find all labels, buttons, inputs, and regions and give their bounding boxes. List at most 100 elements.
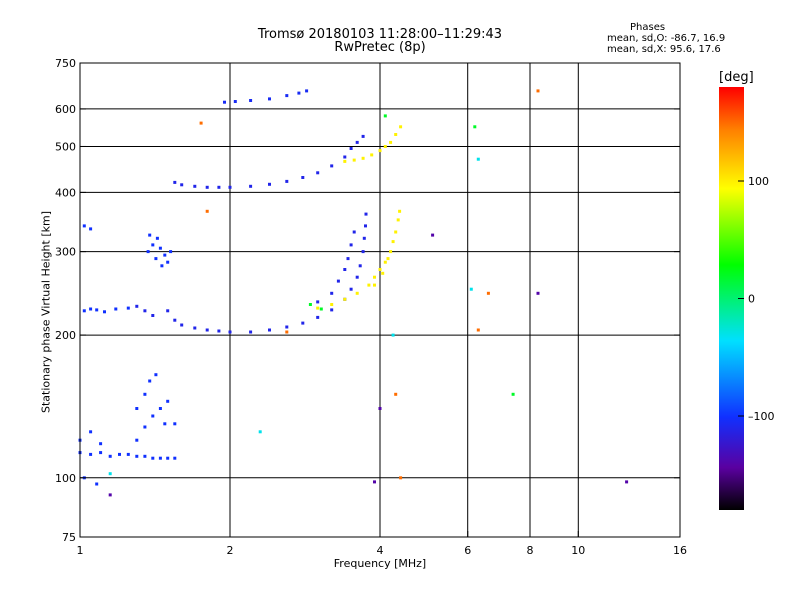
data-point <box>285 330 289 334</box>
data-point <box>135 454 139 458</box>
data-point <box>364 224 367 228</box>
data-point <box>343 155 347 159</box>
data-point <box>135 407 139 410</box>
data-point <box>233 100 237 103</box>
data-point <box>486 291 490 295</box>
data-point <box>166 456 170 460</box>
y-tick-label: 300 <box>55 246 76 259</box>
x-tick-label: 2 <box>227 544 234 557</box>
phase-stats-o-mode: mean, sd,O: -86.7, 16.9 <box>607 33 726 44</box>
data-point <box>143 425 147 429</box>
y-tick-label: 600 <box>55 103 76 116</box>
data-point <box>536 291 540 295</box>
data-point <box>625 480 629 484</box>
data-point <box>476 157 480 161</box>
data-point <box>394 392 398 396</box>
data-point <box>386 257 390 261</box>
data-point <box>135 304 139 308</box>
data-point <box>308 303 312 306</box>
phase-stats-title: Phases <box>630 22 666 33</box>
data-point <box>158 456 162 460</box>
data-point <box>89 452 93 456</box>
data-point <box>148 233 152 237</box>
data-point <box>173 456 177 460</box>
data-point <box>173 318 177 322</box>
data-point <box>399 476 403 480</box>
y-axis-label: Stationary phase Virtual Height [km] <box>39 210 53 414</box>
data-point <box>285 179 289 183</box>
data-point <box>108 454 112 458</box>
data-point <box>346 257 350 261</box>
data-point <box>297 91 301 95</box>
data-point <box>355 140 359 144</box>
colorbar-ticks: 100 0 –100 <box>738 175 775 423</box>
data-point <box>158 407 162 410</box>
x-tick-label: 8 <box>527 544 534 557</box>
data-point <box>355 275 359 279</box>
data-point <box>108 472 112 476</box>
data-point <box>228 185 232 189</box>
colorbar-tick-label: 0 <box>748 293 755 306</box>
data-point <box>330 303 334 306</box>
data-point <box>163 253 167 257</box>
data-point <box>146 250 150 254</box>
data-point <box>476 328 480 332</box>
data-point <box>173 422 177 426</box>
data-point <box>166 260 170 264</box>
data-point <box>316 315 320 319</box>
data-point <box>343 297 347 301</box>
data-point <box>151 314 155 317</box>
colorbar-unit-label: [deg] <box>719 70 754 85</box>
data-point <box>399 125 403 129</box>
data-point <box>217 329 221 333</box>
data-point <box>383 114 387 118</box>
data-point <box>378 149 382 153</box>
data-point <box>143 454 147 458</box>
data-point <box>319 307 323 311</box>
data-point <box>180 323 184 327</box>
data-point <box>217 185 221 189</box>
data-point <box>166 309 170 313</box>
data-point <box>364 212 368 216</box>
data-point <box>148 379 152 383</box>
y-tick-label: 100 <box>55 472 76 485</box>
data-point <box>99 451 103 455</box>
chart-title: Tromsø 20180103 11:28:00–11:29:43 <box>257 27 503 42</box>
data-point <box>362 236 366 240</box>
x-axis-label: Frequency [MHz] <box>333 557 427 570</box>
data-point <box>108 493 112 497</box>
data-point <box>358 264 362 268</box>
data-point <box>155 236 159 240</box>
data-point <box>367 283 371 287</box>
data-point <box>343 268 347 271</box>
data-point <box>103 310 106 314</box>
data-point <box>378 407 382 410</box>
x-tick-label: 1 <box>77 544 84 557</box>
grid-lines <box>80 63 680 537</box>
data-point <box>205 328 209 332</box>
data-point <box>258 430 262 434</box>
data-point <box>268 97 271 101</box>
data-point <box>151 456 155 460</box>
data-point <box>469 287 473 291</box>
data-point <box>95 482 99 486</box>
data-point <box>396 218 400 222</box>
data-point <box>394 133 398 136</box>
data-point <box>355 291 359 295</box>
data-point <box>349 243 353 247</box>
colorbar-tick-label: –100 <box>748 410 775 423</box>
data-point <box>126 306 130 310</box>
data-point <box>154 373 158 377</box>
x-tick-label: 10 <box>571 544 585 557</box>
data-point <box>143 392 147 396</box>
data-point <box>154 257 158 261</box>
data-point <box>160 264 164 268</box>
data-point <box>193 326 197 330</box>
data-point <box>180 183 184 187</box>
data-point <box>118 452 121 456</box>
data-point <box>205 209 209 213</box>
data-point <box>135 438 139 442</box>
data-point <box>82 224 86 228</box>
data-points <box>78 89 629 497</box>
y-tick-label: 200 <box>55 329 76 342</box>
